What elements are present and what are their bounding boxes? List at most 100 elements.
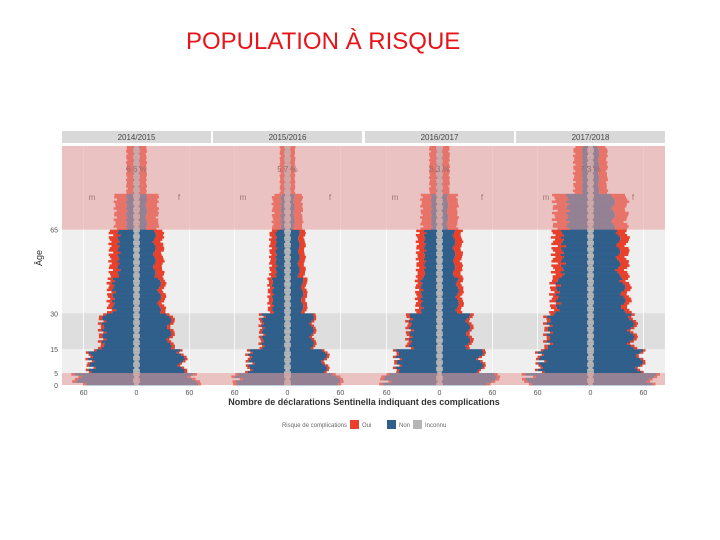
bar-male-non (562, 240, 591, 243)
bar-female-non (136, 360, 184, 363)
bar-male-oui (109, 264, 118, 267)
bar-inconnu (436, 264, 443, 267)
bar-male-non (252, 368, 288, 372)
bar-female-non (136, 273, 156, 276)
bar-female-non (287, 238, 299, 241)
bar-female-oui (458, 302, 464, 305)
bar-inconnu (133, 302, 140, 305)
bar-male-non (423, 251, 440, 254)
bar-female-non (287, 284, 302, 287)
bar-male-non (261, 342, 288, 345)
bar-male-non (552, 331, 591, 334)
bar-female-non (136, 284, 161, 287)
bar-male-oui (418, 306, 424, 310)
bar-male-non (562, 266, 591, 270)
bar-female-oui (627, 328, 631, 332)
bar-female-non (590, 236, 621, 239)
bar-female-oui (321, 349, 325, 352)
bar-male-oui (419, 266, 426, 270)
bar-inconnu (436, 320, 443, 323)
bar-female-non (287, 355, 327, 359)
bar-female-oui (160, 279, 165, 283)
bar-male-oui (405, 344, 409, 348)
bar-male-non (561, 275, 591, 278)
bar-male-non (275, 262, 288, 265)
bar-male-non (276, 236, 288, 239)
bar-male-non (424, 264, 440, 267)
bar-inconnu (133, 335, 140, 339)
bar-female-non (590, 335, 635, 339)
bar-male-oui (549, 311, 556, 314)
bar-male-oui (109, 229, 119, 233)
bar-female-non (439, 249, 455, 252)
bar-female-oui (155, 249, 164, 252)
bar-inconnu (133, 268, 140, 272)
bar-inconnu (587, 286, 594, 289)
bar-female-oui (616, 244, 625, 248)
legend-entry-label: Inconnu (425, 423, 446, 429)
bar-female-non (439, 247, 453, 250)
bar-inconnu (284, 311, 291, 314)
bar-female-non (590, 324, 634, 328)
bar-male-oui (269, 244, 276, 248)
bar-female-non (590, 273, 620, 276)
bar-inconnu (436, 293, 443, 296)
bar-male-oui (107, 311, 113, 314)
bar-female-non (439, 353, 483, 356)
bar-inconnu (588, 311, 593, 314)
bar-inconnu (436, 238, 443, 241)
bar-female-oui (313, 315, 317, 319)
bar-female-oui (619, 279, 626, 283)
bar-female-oui (466, 333, 470, 337)
bar-female-non (439, 238, 455, 241)
bar-inconnu (134, 231, 139, 235)
bar-male-non (422, 277, 440, 280)
bar-inconnu (436, 362, 443, 365)
bar-inconnu (284, 315, 291, 319)
bar-male-oui (250, 368, 253, 372)
x-tick-label: 60 (488, 390, 496, 397)
x-tick-label: 60 (80, 390, 88, 397)
bar-female-oui (155, 233, 164, 237)
bar-female-oui (300, 286, 305, 289)
bar-female-oui (454, 231, 461, 235)
bar-female-oui (158, 277, 164, 280)
bar-inconnu (134, 304, 139, 307)
bar-male-non (275, 231, 288, 235)
bar-female-non (287, 357, 325, 361)
bar-male-non (118, 273, 137, 276)
bar-inconnu (436, 304, 443, 307)
bar-male-oui (416, 264, 425, 267)
bar-inconnu (587, 247, 594, 250)
bar-inconnu (133, 326, 140, 330)
bar-male-non (425, 260, 440, 263)
bar-inconnu (284, 337, 291, 341)
bar-female-non (136, 315, 170, 319)
bar-male-oui (108, 249, 118, 252)
bar-inconnu (284, 264, 291, 267)
bar-female-oui (621, 304, 628, 307)
bar-male-oui (552, 231, 562, 235)
bar-male-non (420, 308, 440, 312)
bar-female-oui (299, 233, 306, 237)
bar-female-oui (159, 286, 165, 289)
bar-male-non (104, 342, 137, 345)
bar-male-oui (103, 337, 107, 341)
bar-male-oui (550, 270, 561, 274)
bar-male-non (113, 304, 137, 307)
bar-female-non (590, 277, 623, 280)
bar-male-oui (551, 297, 558, 301)
bar-male-non (118, 247, 137, 250)
bar-female-non (136, 313, 167, 316)
bar-inconnu (134, 244, 139, 248)
bar-male-oui (396, 353, 399, 356)
bar-female-non (590, 299, 626, 303)
bar-male-oui (407, 324, 411, 328)
bar-inconnu (587, 242, 594, 246)
bar-male-oui (269, 249, 276, 252)
bar-female-oui (633, 333, 637, 337)
bar-male-non (119, 240, 137, 243)
bar-female-oui (158, 290, 164, 294)
bar-female-non (287, 231, 300, 235)
y-tick-label: 30 (50, 311, 58, 318)
